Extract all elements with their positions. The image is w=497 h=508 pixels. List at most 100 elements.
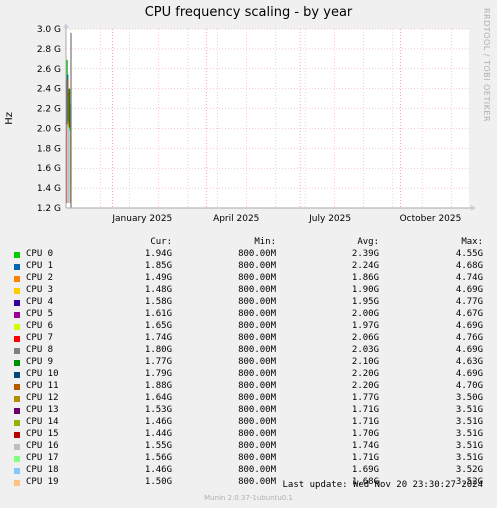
series-name: CPU 11 xyxy=(26,381,59,391)
legend-row: CPU 1 1.85G 800.00M 2.24G 4.68G xyxy=(0,261,497,273)
series-name: CPU 17 xyxy=(26,453,59,463)
series-name: CPU 16 xyxy=(26,441,59,451)
series-name: CPU 13 xyxy=(26,405,59,415)
series-name: CPU 4 xyxy=(26,297,54,307)
series-color-swatch xyxy=(14,264,20,270)
series-cur: 1.64G xyxy=(144,393,172,403)
series-avg: 1.74G xyxy=(351,441,379,451)
series-color-swatch xyxy=(14,420,20,426)
series-color-swatch xyxy=(14,432,20,438)
series-max: 3.51G xyxy=(455,429,483,439)
series-max: 4.68G xyxy=(455,261,483,271)
legend-row: CPU 11 1.88G 800.00M 2.20G 4.70G xyxy=(0,381,497,393)
series-max: 4.69G xyxy=(455,345,483,355)
series-max: 4.63G xyxy=(455,357,483,367)
series-max: 3.51G xyxy=(455,441,483,451)
legend-row: CPU 0 1.94G 800.00M 2.39G 4.55G xyxy=(0,249,497,261)
legend-row: CPU 5 1.61G 800.00M 2.00G 4.67G xyxy=(0,309,497,321)
series-name: CPU 7 xyxy=(26,333,54,343)
series-cur: 1.61G xyxy=(144,309,172,319)
legend-header-cur: Cur: xyxy=(150,237,172,247)
legend-row: CPU 6 1.65G 800.00M 1.97G 4.69G xyxy=(0,321,497,333)
legend-row: CPU 9 1.77G 800.00M 2.10G 4.63G xyxy=(0,357,497,369)
series-cur: 1.94G xyxy=(144,249,172,259)
y-tick-label: 1.8 G xyxy=(37,144,61,154)
series-name: CPU 14 xyxy=(26,417,59,427)
y-tick-label: 3.0 G xyxy=(37,25,61,35)
legend-row: CPU 16 1.55G 800.00M 1.74G 3.51G xyxy=(0,441,497,453)
legend-row: CPU 14 1.46G 800.00M 1.71G 3.51G xyxy=(0,417,497,429)
series-min: 800.00M xyxy=(238,369,276,379)
legend-row: CPU 12 1.64G 800.00M 1.77G 3.50G xyxy=(0,393,497,405)
series-name: CPU 5 xyxy=(26,309,54,319)
axes xyxy=(63,23,476,211)
series-min: 800.00M xyxy=(238,309,276,319)
series-max: 3.51G xyxy=(455,417,483,427)
series-cur: 1.88G xyxy=(144,381,172,391)
series-color-swatch xyxy=(14,288,20,294)
series-name: CPU 1 xyxy=(26,261,54,271)
series-color-swatch xyxy=(14,336,20,342)
series-avg: 2.24G xyxy=(351,261,379,271)
series-avg: 2.10G xyxy=(351,357,379,367)
x-tick-label: July 2025 xyxy=(308,214,351,224)
series-max: 3.51G xyxy=(455,405,483,415)
series-min: 800.00M xyxy=(238,297,276,307)
series-color-swatch xyxy=(14,396,20,402)
legend-row: CPU 2 1.49G 800.00M 1.86G 4.74G xyxy=(0,273,497,285)
series-cur: 1.77G xyxy=(144,357,172,367)
series-cur: 1.44G xyxy=(144,429,172,439)
series-cur: 1.48G xyxy=(144,285,172,295)
series-min: 800.00M xyxy=(238,453,276,463)
series-min: 800.00M xyxy=(238,477,276,487)
legend-row: CPU 8 1.80G 800.00M 2.03G 4.69G xyxy=(0,345,497,357)
series-color-swatch xyxy=(14,324,20,330)
series-max: 4.55G xyxy=(455,249,483,259)
series-cur: 1.79G xyxy=(144,369,172,379)
series-name: CPU 0 xyxy=(26,249,54,259)
series-name: CPU 15 xyxy=(26,429,59,439)
series-max: 4.69G xyxy=(455,369,483,379)
series-max: 4.69G xyxy=(455,321,483,331)
series-avg: 2.20G xyxy=(351,381,379,391)
series-avg: 2.00G xyxy=(351,309,379,319)
series-min: 800.00M xyxy=(238,285,276,295)
series-color-swatch xyxy=(14,468,20,474)
legend-rows: CPU 0 1.94G 800.00M 2.39G 4.55G CPU 1 1.85G 800… xyxy=(0,249,497,489)
series-cur: 1.56G xyxy=(144,453,172,463)
series-color-swatch xyxy=(14,312,20,318)
chart-title: CPU frequency scaling - by year xyxy=(144,5,353,20)
series-color-swatch xyxy=(14,408,20,414)
series-avg: 1.70G xyxy=(351,429,379,439)
series-name: CPU 8 xyxy=(26,345,54,355)
series-color-swatch xyxy=(14,384,20,390)
y-tick-label: 2.8 G xyxy=(37,45,61,55)
legend-header-max: Max: xyxy=(461,237,483,247)
legend-row: CPU 17 1.56G 800.00M 1.71G 3.51G xyxy=(0,453,497,465)
series-color-swatch xyxy=(14,348,20,354)
legend-header: Cur: Min: Avg: Max: xyxy=(0,237,497,249)
series-color-swatch xyxy=(14,480,20,486)
legend-row: CPU 18 1.46G 800.00M 1.69G 3.52G xyxy=(0,465,497,477)
munin-version: Munin 2.0.37-1ubuntu0.1 xyxy=(204,494,293,502)
series-min: 800.00M xyxy=(238,333,276,343)
series-cur: 1.46G xyxy=(144,465,172,475)
series-min: 800.00M xyxy=(238,381,276,391)
legend-header-min: Min: xyxy=(254,237,276,247)
series-cur: 1.74G xyxy=(144,333,172,343)
legend-row: CPU 10 1.79G 800.00M 2.20G 4.69G xyxy=(0,369,497,381)
series-max: 3.52G xyxy=(455,465,483,475)
series-avg: 1.86G xyxy=(351,273,379,283)
series-avg: 2.39G xyxy=(351,249,379,259)
series-max: 3.51G xyxy=(455,453,483,463)
series-avg: 1.71G xyxy=(351,417,379,427)
series-color-swatch xyxy=(14,252,20,258)
series-min: 800.00M xyxy=(238,417,276,427)
series-min: 800.00M xyxy=(238,393,276,403)
series-avg: 1.95G xyxy=(351,297,379,307)
series-min: 800.00M xyxy=(238,345,276,355)
series-avg: 2.06G xyxy=(351,333,379,343)
y-axis-arrow xyxy=(63,23,69,28)
series-cur: 1.53G xyxy=(144,405,172,415)
series-cur: 1.49G xyxy=(144,273,172,283)
